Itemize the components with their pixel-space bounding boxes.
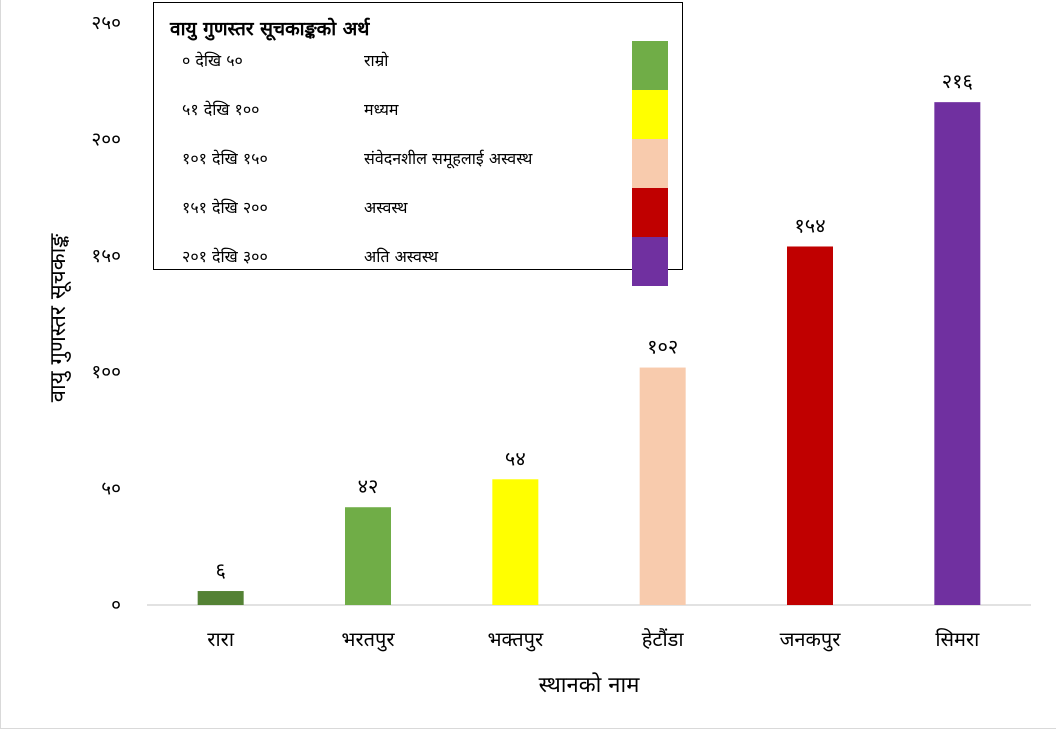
legend-range: १०१ देखि १५० <box>182 149 268 168</box>
legend-range: ० देखि ५० <box>182 51 243 70</box>
x-category-label: हेटौंडा <box>642 627 685 651</box>
bar <box>197 591 244 605</box>
legend: वायु गुणस्तर सूचकाङ्कको अर्थ ० देखि ५० रा… <box>153 2 683 286</box>
legend-swatch <box>632 90 668 139</box>
data-label: ६ <box>215 558 225 582</box>
legend-range: १५१ देखि २०० <box>182 198 268 217</box>
legend-label: अस्वस्थ <box>364 198 408 217</box>
bar <box>934 102 981 605</box>
legend-label: मध्यम <box>364 100 399 119</box>
bar <box>345 507 391 605</box>
y-tick-label: १०० <box>91 361 121 383</box>
x-category-label: सिमरा <box>935 627 980 651</box>
y-tick-label: १५० <box>91 245 121 267</box>
data-label: २१६ <box>942 69 973 93</box>
y-tick-label: २५० <box>91 12 121 34</box>
legend-range: ५१ देखि १०० <box>182 100 260 119</box>
data-labels: ६ ४२ ५४ १०२ १५४ २१६ <box>215 69 972 582</box>
bar <box>639 367 686 605</box>
y-axis-title: वायु गुणस्तर सूचकाङ्क <box>46 233 72 403</box>
y-axis-ticks: ० ५० १०० १५० २०० २५० <box>91 12 121 616</box>
x-category-label: भरतपुर <box>341 627 395 652</box>
x-category-label: जनकपुर <box>780 627 842 652</box>
legend-swatch <box>632 139 668 188</box>
legend-label: राम्रो <box>364 51 389 70</box>
y-tick-label: २०० <box>91 128 121 150</box>
x-axis-categories: रारा भरतपुर भक्तपुर हेटौंडा जनकपुर सिमरा <box>207 627 980 652</box>
data-label: ५४ <box>505 446 526 470</box>
bar <box>492 479 539 605</box>
bar <box>787 246 833 605</box>
data-label: १५४ <box>794 213 825 237</box>
legend-swatch <box>632 237 668 286</box>
y-tick-label: ० <box>111 594 121 616</box>
x-category-label: भक्तपुर <box>487 627 544 652</box>
x-axis-title: स्थानको नाम <box>539 672 641 698</box>
legend-swatch <box>632 188 668 237</box>
bars <box>197 102 981 605</box>
legend-title: वायु गुणस्तर सूचकाङ्कको अर्थ <box>170 18 370 40</box>
legend-label: संवेदनशील समूहलाई अस्वस्थ <box>364 149 533 168</box>
x-category-label: रारा <box>207 627 235 651</box>
legend-label: अति अस्वस्थ <box>364 247 439 266</box>
legend-swatch <box>632 41 668 90</box>
y-tick-label: ५० <box>101 478 121 500</box>
data-label: १०२ <box>647 335 678 359</box>
legend-range: २०१ देखि ३०० <box>182 247 268 266</box>
data-label: ४२ <box>358 474 379 498</box>
